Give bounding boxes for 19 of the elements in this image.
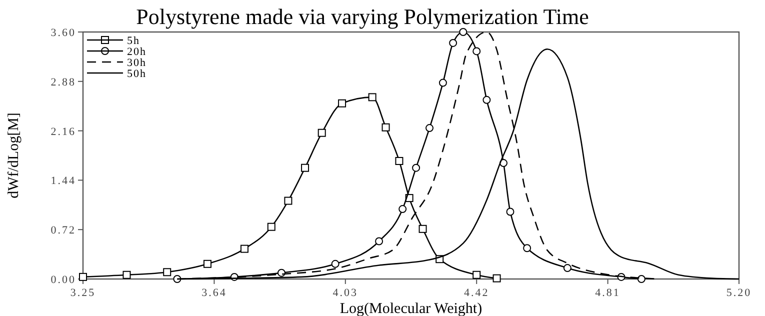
x-tick-label: 3.25 — [70, 287, 96, 299]
y-tick-label: 1.44 — [50, 175, 76, 188]
legend-label: 5h — [127, 35, 140, 47]
y-tick-label: 2.88 — [50, 76, 76, 88]
y-tick-label: 0.00 — [50, 274, 76, 286]
legend-label: 30h — [127, 57, 146, 69]
x-tick-label: 4.42 — [464, 287, 490, 299]
x-tick-label: 5.20 — [726, 287, 752, 299]
y-tick-label: 3.60 — [50, 27, 76, 39]
x-axis-title: Log(Molecular Weight) — [340, 301, 482, 316]
y-axis-title: dWf/dLog[M] — [6, 112, 22, 198]
legend-label: 20h — [127, 46, 146, 58]
y-tick-label: 0.72 — [50, 224, 76, 237]
x-tick-label: 4.03 — [332, 287, 358, 299]
x-tick-label: 4.81 — [595, 287, 620, 299]
chart-title: Polystyrene made via varying Polymerization Time — [136, 4, 589, 29]
legend-label: 50h — [127, 68, 146, 80]
x-tick-label: 3.64 — [202, 287, 227, 299]
y-tick-label: 2.16 — [50, 126, 76, 138]
